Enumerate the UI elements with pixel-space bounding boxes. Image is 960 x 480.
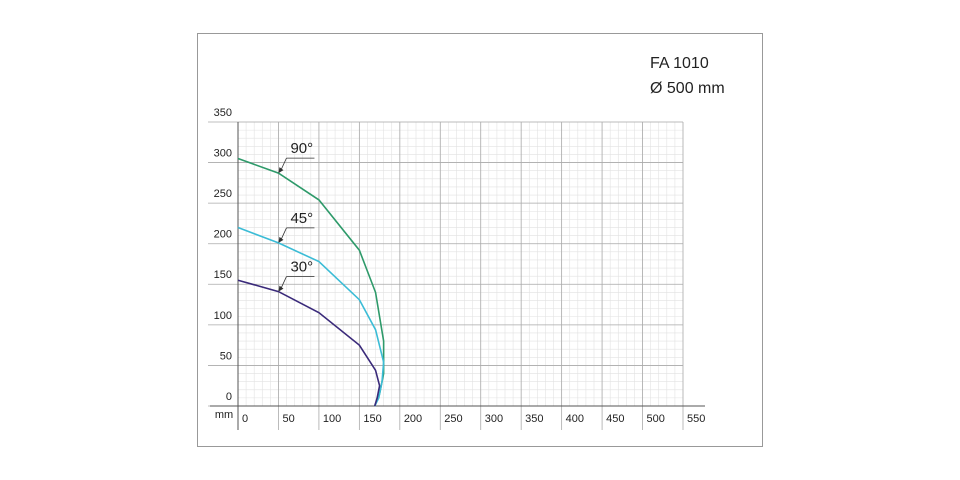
series-label: 90°: [290, 140, 313, 157]
label-arrowhead: [278, 167, 284, 174]
series-label: 45°: [290, 210, 313, 227]
label-arrowhead: [278, 236, 284, 243]
series-label: 30°: [290, 259, 313, 276]
chart-title: FA 1010: [650, 55, 709, 72]
y-tick-label: 300: [214, 147, 232, 159]
chart-subtitle: Ø 500 mm: [650, 80, 725, 97]
x-tick-label: 450: [606, 413, 624, 425]
x-tick-label: 250: [444, 413, 462, 425]
x-tick-label: 400: [566, 413, 584, 425]
y-tick-label: 150: [214, 269, 232, 281]
x-tick-label: 150: [363, 413, 381, 425]
y-tick-label: 200: [214, 229, 232, 241]
series-line: [237, 226, 385, 407]
y-tick-label: 0: [226, 391, 232, 403]
y-tick-label: 250: [214, 188, 232, 200]
x-tick-label: 0: [242, 413, 248, 425]
x-tick-label: 500: [647, 413, 665, 425]
x-tick-label: 200: [404, 413, 422, 425]
x-tick-label: 350: [525, 413, 543, 425]
y-tick-label: 350: [214, 107, 232, 119]
y-tick-label: 100: [214, 310, 232, 322]
x-axis-label: mm: [215, 409, 233, 421]
x-tick-label: 50: [282, 413, 294, 425]
x-tick-label: 550: [687, 413, 705, 425]
y-tick-label: 50: [220, 350, 232, 362]
x-tick-label: 300: [485, 413, 503, 425]
label-arrowhead: [278, 285, 284, 292]
frame: [197, 33, 763, 447]
x-tick-label: 100: [323, 413, 341, 425]
series-line: [237, 279, 381, 407]
